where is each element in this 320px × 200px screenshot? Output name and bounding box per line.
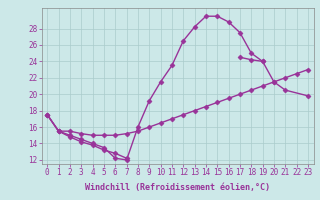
X-axis label: Windchill (Refroidissement éolien,°C): Windchill (Refroidissement éolien,°C) <box>85 183 270 192</box>
